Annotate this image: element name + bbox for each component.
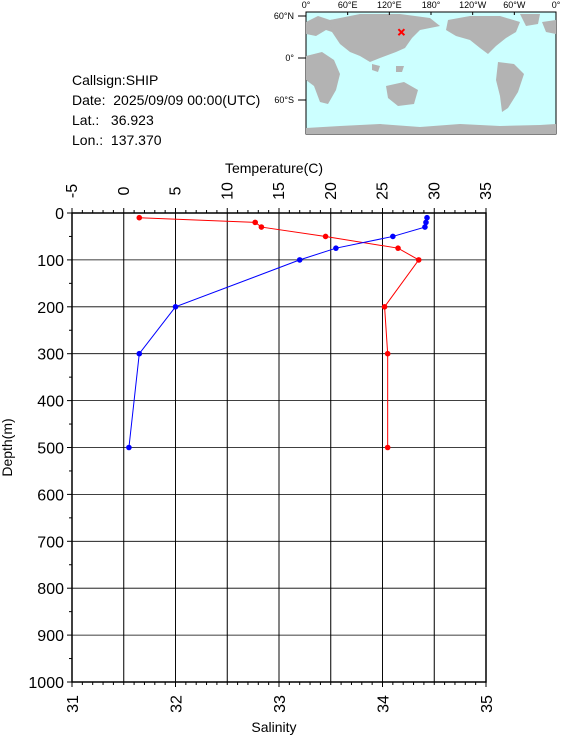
salinity-point <box>390 233 396 240</box>
salinity-tick-label: 34 <box>376 695 393 713</box>
callsign-line: Callsign:SHIP <box>72 70 260 90</box>
depth-tick-label: 900 <box>37 628 64 645</box>
salinity-point <box>423 219 429 226</box>
depth-axis: 0 100 200 300 400 500 600 700 800 900 1000 <box>28 206 72 692</box>
depth-tick-label: 500 <box>37 441 64 458</box>
lon-line: Lon.: 137.370 <box>72 130 260 150</box>
temperature-axis: -5 0 5 10 15 20 25 30 35 <box>64 182 495 213</box>
map-land <box>306 14 556 134</box>
depth-tick-label: 600 <box>37 487 64 504</box>
callsign-label: Callsign: <box>72 72 126 88</box>
temperature-tick-label: 5 <box>168 186 185 195</box>
station-info: Callsign:SHIP Date: 2025/09/09 00:00(UTC… <box>72 70 260 150</box>
map-lon-label: 60°E <box>338 0 358 10</box>
se-asia-landmass <box>372 64 380 72</box>
lat-value: 36.923 <box>110 112 154 128</box>
salinity-axis-label: Salinity <box>251 719 296 735</box>
north-america-landmass <box>446 16 520 54</box>
lon-value: 137.370 <box>110 132 162 148</box>
depth-tick-label: 300 <box>37 347 64 364</box>
temperature-point <box>258 224 265 230</box>
map-lon-label: 120°W <box>459 0 487 10</box>
map-lat-labels: 60°N 0° 60°S <box>274 11 306 105</box>
lat-label: Lat.: <box>72 112 100 128</box>
depth-axis-label: Depth(m) <box>0 418 15 476</box>
date-value: 2025/09/09 00:00(UTC) <box>113 92 261 108</box>
antarctica-landmass <box>306 124 556 134</box>
temperature-point <box>395 245 401 251</box>
map-lon-label: 0° <box>552 0 561 10</box>
map-lon-label: 0° <box>302 0 311 10</box>
map-lon-label: 180° <box>422 0 441 10</box>
islands-landmass <box>396 66 404 72</box>
map-lon-label: 120°E <box>377 0 402 10</box>
south-america-landmass <box>496 62 524 112</box>
map-lat-label: 60°N <box>274 11 294 21</box>
salinity-tick-label: 33 <box>272 695 289 713</box>
temperature-point <box>384 444 391 451</box>
salinity-point <box>172 304 179 310</box>
map-lat-label: 60°S <box>274 95 294 105</box>
salinity-axis: 31 32 33 34 35 <box>65 682 496 713</box>
temperature-tick-label: 30 <box>426 182 443 200</box>
depth-tick-label: 700 <box>37 534 64 551</box>
date-line: Date: 2025/09/09 00:00(UTC) <box>72 90 260 110</box>
africa-landmass <box>306 52 340 104</box>
depth-tick-label: 1000 <box>28 675 64 692</box>
depth-tick-label: 0 <box>55 206 64 223</box>
depth-tick-label: 400 <box>37 394 64 411</box>
salinity-point <box>296 257 303 263</box>
salinity-tick-label: 32 <box>169 695 186 713</box>
temperature-point <box>136 214 143 221</box>
lon-label: Lon.: <box>72 132 104 148</box>
map-lon-label: 60°W <box>503 0 526 10</box>
temperature-tick-label: 15 <box>271 182 288 200</box>
asia-landmass <box>330 14 440 62</box>
salinity-point <box>136 350 143 357</box>
temperature-axis-label: Temperature(C) <box>225 160 323 176</box>
salinity-point <box>333 245 339 251</box>
salinity-tick-label: 31 <box>65 695 82 713</box>
greenland-landmass <box>520 14 540 26</box>
temperature-point <box>252 219 258 226</box>
depth-tick-label: 100 <box>37 253 64 270</box>
temperature-point <box>381 304 388 310</box>
temperature-point <box>322 233 329 240</box>
map-top-labels: 0° 60°E 120°E 180° 120°W 60°W 0° <box>302 0 561 15</box>
lat-line: Lat.: 36.923 <box>72 110 260 130</box>
australia-landmass <box>386 82 418 106</box>
grid <box>71 212 487 683</box>
salinity-point <box>424 214 430 221</box>
europe-east-landmass <box>542 20 556 34</box>
date-label: Date: <box>72 92 106 108</box>
salinity-tick-label: 35 <box>479 695 496 713</box>
depth-tick-label: 200 <box>37 300 64 317</box>
temperature-point <box>415 257 422 263</box>
salinity-point <box>126 444 132 451</box>
temperature-tick-label: 25 <box>375 182 392 200</box>
map-lat-label: 0° <box>285 53 294 63</box>
salinity-point <box>422 224 428 230</box>
temperature-point <box>384 350 391 357</box>
temperature-tick-label: -5 <box>64 184 81 198</box>
depth-tick-label: 800 <box>37 581 64 598</box>
callsign-value: SHIP <box>125 72 159 88</box>
temperature-tick-label: 10 <box>219 182 236 200</box>
temperature-tick-label: 0 <box>116 186 133 195</box>
station-marker <box>397 28 406 36</box>
series-layer <box>126 214 430 451</box>
temperature-tick-label: 20 <box>323 182 340 200</box>
marker-stroke <box>397 28 406 36</box>
temperature-tick-label: 35 <box>478 182 495 200</box>
